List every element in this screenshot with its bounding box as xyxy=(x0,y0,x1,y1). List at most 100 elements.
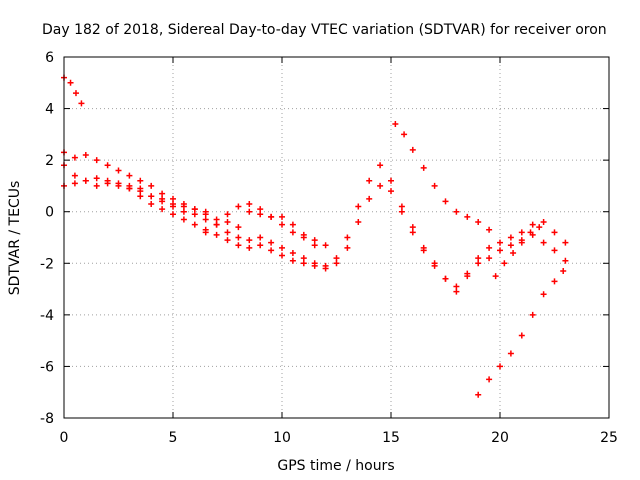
data-point xyxy=(202,211,209,218)
data-point xyxy=(377,182,384,189)
y-tick-label: -2 xyxy=(40,256,54,272)
x-tick-label: 5 xyxy=(169,430,178,446)
data-point xyxy=(224,237,231,244)
data-point xyxy=(67,79,74,86)
satellite-track-8 xyxy=(392,121,493,233)
data-point xyxy=(104,162,111,169)
data-point xyxy=(191,221,198,228)
data-point xyxy=(453,208,460,215)
data-point xyxy=(137,193,144,200)
data-point xyxy=(224,229,231,236)
data-point xyxy=(213,221,220,228)
satellite-track-6 xyxy=(202,200,318,249)
y-tick-label: -4 xyxy=(40,308,54,324)
tick-labels: 0 5 10 15 20 25 -8 -6 -4 -2 0 2 4 6 xyxy=(40,50,618,446)
data-point xyxy=(148,193,155,200)
data-point xyxy=(246,237,253,244)
data-point xyxy=(289,249,296,256)
data-point xyxy=(420,247,427,254)
data-point xyxy=(257,211,264,218)
data-point xyxy=(475,260,482,267)
data-point xyxy=(401,131,408,138)
data-point xyxy=(115,182,122,189)
data-point xyxy=(82,177,89,184)
data-point xyxy=(224,219,231,226)
y-tick-label: -6 xyxy=(40,359,54,375)
data-point xyxy=(398,208,405,215)
data-point xyxy=(322,265,329,272)
data-point xyxy=(540,239,547,246)
data-point xyxy=(442,198,449,205)
data-point xyxy=(536,224,543,231)
data-point xyxy=(159,190,166,197)
data-point xyxy=(551,278,558,285)
data-point xyxy=(235,234,242,241)
data-point xyxy=(268,213,275,220)
data-point xyxy=(518,239,525,246)
data-point xyxy=(475,391,482,398)
data-point xyxy=(475,219,482,226)
y-axis-label: SDTVAR / TECUs xyxy=(7,181,23,296)
data-point xyxy=(507,350,514,357)
data-points xyxy=(61,74,569,398)
data-point xyxy=(355,219,362,226)
data-point xyxy=(409,229,416,236)
data-point xyxy=(213,231,220,238)
data-point xyxy=(159,206,166,213)
x-tick-label: 20 xyxy=(491,430,509,446)
y-tick-label: 0 xyxy=(45,205,54,221)
data-point xyxy=(213,216,220,223)
data-point xyxy=(300,231,307,238)
data-point xyxy=(464,270,471,277)
data-point xyxy=(170,211,176,218)
data-point xyxy=(159,198,166,205)
y-tick-label: 4 xyxy=(45,102,54,118)
data-point xyxy=(507,242,514,249)
data-point xyxy=(300,255,307,262)
satellite-track-7 xyxy=(246,208,329,249)
data-point xyxy=(289,257,296,264)
data-point xyxy=(180,208,187,215)
data-point xyxy=(126,185,133,192)
data-point xyxy=(398,203,405,210)
data-point xyxy=(392,121,399,128)
y-tick-label: -8 xyxy=(40,411,54,427)
data-point xyxy=(529,311,536,318)
data-point xyxy=(126,172,133,179)
data-point xyxy=(191,211,198,218)
data-point xyxy=(170,195,176,202)
data-point xyxy=(560,268,567,275)
data-point xyxy=(235,203,242,210)
data-point xyxy=(72,90,79,97)
data-point xyxy=(540,219,547,226)
data-point xyxy=(431,262,438,269)
data-point xyxy=(507,234,514,241)
data-point xyxy=(486,255,493,262)
data-point xyxy=(137,188,144,195)
data-point xyxy=(497,247,503,254)
data-point xyxy=(540,291,547,298)
data-point xyxy=(333,260,340,267)
data-point xyxy=(551,247,558,254)
satellite-track-2 xyxy=(61,149,209,215)
data-point xyxy=(510,249,517,256)
data-point xyxy=(191,206,198,213)
data-point xyxy=(486,244,493,251)
data-point xyxy=(409,224,416,231)
data-point xyxy=(137,177,144,184)
satellite-track-10 xyxy=(492,224,543,280)
data-point xyxy=(355,203,362,210)
chart-title: Day 182 of 2018, Sidereal Day-to-day VTE… xyxy=(42,22,607,38)
data-point xyxy=(464,213,471,220)
data-point xyxy=(518,229,525,236)
data-point xyxy=(486,376,493,383)
data-point xyxy=(497,239,503,246)
data-point xyxy=(388,177,394,184)
satellite-track-9 xyxy=(475,268,567,398)
data-point xyxy=(246,208,253,215)
data-point xyxy=(344,244,351,251)
data-point xyxy=(453,288,460,295)
data-point xyxy=(377,162,384,169)
data-point xyxy=(529,221,536,228)
data-point xyxy=(257,234,264,241)
